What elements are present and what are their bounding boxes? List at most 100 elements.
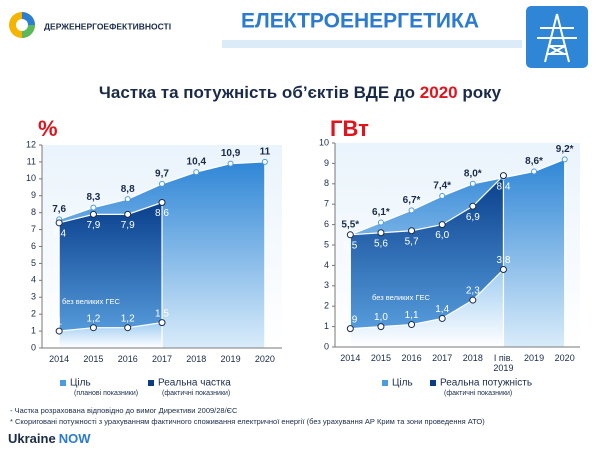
value-label: 5,6 [374,238,388,249]
point [408,207,415,214]
x-tick-label: 2017 [151,354,173,364]
value-label: 9,2* [556,144,574,155]
point [158,319,166,327]
point [408,227,416,235]
legend-label: Реальна потужність [440,378,532,389]
y-tick-label: 1 [31,325,36,335]
point [377,323,385,331]
value-label: 10,4 [187,157,207,168]
legend-label: Реальна частка [158,378,231,389]
x-tick-label: 2020 [554,353,575,363]
value-label: 5,7 [405,236,419,247]
x-tick-label: 2020 [254,354,275,364]
value-label: 7,4* [433,181,451,192]
value-label: 1,2 [121,313,135,324]
point [159,180,165,187]
value-label: 8,6 [155,208,169,219]
point [261,158,268,165]
x-tick-label: I пів. 2019 [493,353,514,373]
x-tick-label: 2016 [401,353,422,363]
x-tick-label: 2018 [462,353,483,363]
value-label: 8,4 [496,181,510,192]
section-title: ЕЛЕКТРОЕНЕРГЕТИКА [241,10,479,33]
x-tick-label: 2015 [83,354,104,364]
point [90,204,97,211]
point [377,219,384,226]
y-tick-label: 10 [26,173,36,183]
org-name: ДЕРЖЕНЕРГОЕФЕКТИВНОСТІ [44,21,171,31]
y-tick-label: 5 [324,239,329,249]
y-tick-label: 9 [324,158,329,168]
slide-title: Частка та потужність об’єктів ВДЕ до 202… [99,83,502,102]
footnote: - Частка розрахована відповідно до вимог… [10,406,238,415]
value-label: 10,9 [221,148,241,159]
point [124,210,132,218]
value-label: 6,7* [403,195,421,206]
point [227,160,234,167]
x-tick-label: 2015 [370,353,391,363]
point [55,219,63,227]
point [89,210,97,218]
point [438,314,446,322]
x-tick-label: 2014 [340,353,361,363]
unit-label: ГВт [330,116,369,141]
y-tick-label: 5 [31,258,36,268]
value-label: 1,4 [435,304,449,315]
point [469,180,476,187]
y-tick-label: 12 [26,139,36,149]
y-tick-label: 11 [27,156,36,166]
legend-swatch [382,380,388,386]
legend-swatch [60,380,66,386]
point [55,327,63,335]
y-tick-label: 7 [324,199,329,209]
value-label: 6,1* [372,207,390,218]
value-label: 6,9 [466,212,480,223]
value-label: 7,6 [52,204,66,215]
x-tick-label: 2016 [117,354,138,364]
logo-part: Ukraine [8,431,56,446]
value-label: 2,3 [466,286,480,297]
value-label: 7,9 [86,220,100,231]
y-tick-label: 0 [324,341,329,351]
legend-note: (фактичні показники) [444,389,512,397]
title-part: Частка та потужність об’єктів ВДЕ до [99,83,420,102]
value-label: 7,9 [121,220,135,231]
x-tick-label: 2017 [432,353,453,363]
value-label: 1,5 [155,308,169,319]
y-tick-label: 4 [31,275,36,285]
logo-part: NOW [59,431,92,446]
footnote: * Скоригованi потужності з урахуванням ф… [10,417,485,426]
y-tick-label: 8 [324,178,329,188]
y-tick-label: 1 [324,321,329,331]
legend-note: (планові показники) [74,389,138,397]
x-tick-label: 2014 [49,354,70,364]
x-tick-label: 2018 [186,354,207,364]
footer-logo: Ukraine NOW [8,431,91,446]
point [89,324,97,332]
legend-note: (фактичні показники) [162,389,230,397]
legend-label: Ціль [70,378,91,389]
point [124,196,131,203]
x-tick-label: 2019 [524,353,545,363]
section-icon [526,6,588,68]
y-tick-label: 8 [31,207,36,217]
value-label: 9,7 [155,169,169,180]
header-band [222,40,522,48]
org-logo [9,12,35,38]
point [499,265,507,273]
y-tick-label: 2 [31,309,36,319]
legend-swatch [430,380,436,386]
point [377,229,385,237]
value-label: 8,3 [86,192,100,203]
value-label: 8,0* [464,168,482,179]
x-tick-label: 2019 [220,354,241,364]
y-tick-label: 6 [31,241,36,251]
value-label: 1,2 [86,313,100,324]
point [499,172,507,180]
point [469,296,477,304]
y-tick-label: 2 [324,301,329,311]
y-tick-label: 10 [319,137,329,147]
y-tick-label: 4 [324,260,329,270]
